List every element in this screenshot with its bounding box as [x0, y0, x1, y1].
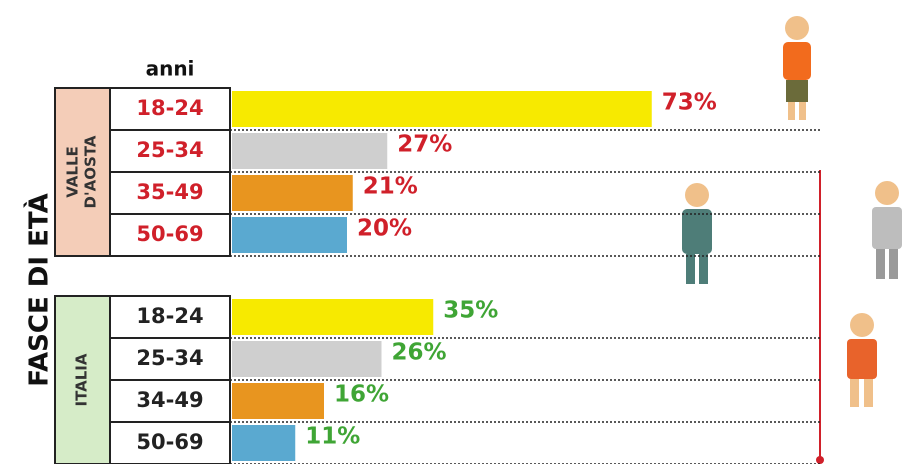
- value-label: 16%: [334, 382, 389, 408]
- person-icon: [682, 183, 712, 284]
- chart: FASCE DI ETÀ anni VALLED'AOSTA 18-24 73% 25…: [0, 0, 909, 464]
- divider-dot: [816, 456, 824, 464]
- value-label: 73%: [662, 90, 717, 116]
- category-label: 50-69: [136, 430, 203, 454]
- person-icon: [872, 181, 902, 279]
- bar: [232, 133, 387, 169]
- value-label: 20%: [357, 216, 412, 242]
- bar: [232, 425, 295, 461]
- person-icon: [783, 16, 811, 120]
- category-label: 35-49: [136, 180, 203, 204]
- value-label: 35%: [443, 298, 498, 324]
- category-label: 34-49: [136, 388, 203, 412]
- bar: [232, 341, 382, 377]
- group-label: VALLE: [64, 146, 82, 198]
- category-label: 25-34: [136, 346, 203, 370]
- category-label: 50-69: [136, 222, 203, 246]
- column-header: anni: [146, 57, 195, 81]
- value-label: 11%: [305, 424, 360, 450]
- bar: [232, 91, 652, 127]
- bar: [232, 383, 324, 419]
- category-label: 25-34: [136, 138, 203, 162]
- bar: [232, 175, 353, 211]
- value-label: 27%: [397, 132, 452, 158]
- axis-title: FASCE DI ETÀ: [23, 193, 55, 386]
- bar: [232, 299, 433, 335]
- value-label: 26%: [392, 340, 447, 366]
- value-label: 21%: [363, 174, 418, 200]
- group-label: ITALIA: [73, 353, 91, 406]
- bar: [232, 217, 347, 253]
- category-label: 18-24: [136, 304, 203, 328]
- person-icon: [847, 313, 877, 407]
- category-label: 18-24: [136, 96, 203, 120]
- group-label: D'AOSTA: [82, 135, 100, 208]
